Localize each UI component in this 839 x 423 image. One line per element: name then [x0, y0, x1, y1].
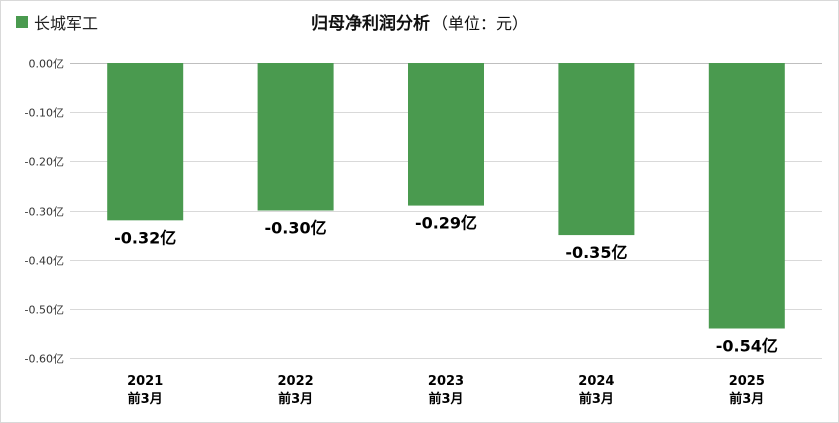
- bar: [708, 63, 785, 329]
- chart-subtitle: （单位：元）: [431, 14, 528, 33]
- legend: 长城军工: [16, 10, 98, 34]
- x-tick-label: 前3月: [729, 391, 764, 407]
- y-tick-label: -0.60亿: [25, 353, 64, 366]
- data-label: -0.32亿: [114, 228, 176, 247]
- data-label: -0.35亿: [565, 243, 627, 262]
- x-tick-label: 2024: [578, 374, 614, 389]
- x-tick-label: 2025: [729, 374, 765, 389]
- y-tick-label: -0.30亿: [25, 206, 64, 219]
- legend-swatch: [16, 16, 28, 28]
- y-tick-label: -0.40亿: [25, 255, 64, 268]
- x-tick-label: 2023: [428, 374, 464, 389]
- chart-title: 归母净利润分析: [310, 14, 430, 34]
- x-tick-label: 前3月: [579, 391, 614, 407]
- chart-title-block: 归母净利润分析 （单位：元）: [0, 9, 839, 34]
- x-tick-label: 2022: [278, 374, 314, 389]
- legend-label: 长城军工: [34, 14, 99, 33]
- y-tick-label: -0.20亿: [25, 156, 64, 169]
- y-tick-label: -0.50亿: [25, 304, 64, 317]
- x-tick-label: 前3月: [128, 391, 163, 407]
- y-tick-label: -0.10亿: [25, 107, 64, 120]
- data-label: -0.30亿: [265, 219, 327, 238]
- data-label: -0.54亿: [716, 337, 778, 356]
- x-tick-label: 前3月: [278, 391, 313, 407]
- y-tick-label: 0.00亿: [29, 58, 65, 71]
- bar: [408, 63, 484, 206]
- bar: [558, 63, 635, 236]
- data-label: -0.29亿: [415, 214, 477, 233]
- bar: [257, 63, 334, 211]
- x-tick-label: 2021: [127, 374, 163, 389]
- x-tick-label: 前3月: [428, 391, 463, 407]
- bar: [107, 63, 184, 221]
